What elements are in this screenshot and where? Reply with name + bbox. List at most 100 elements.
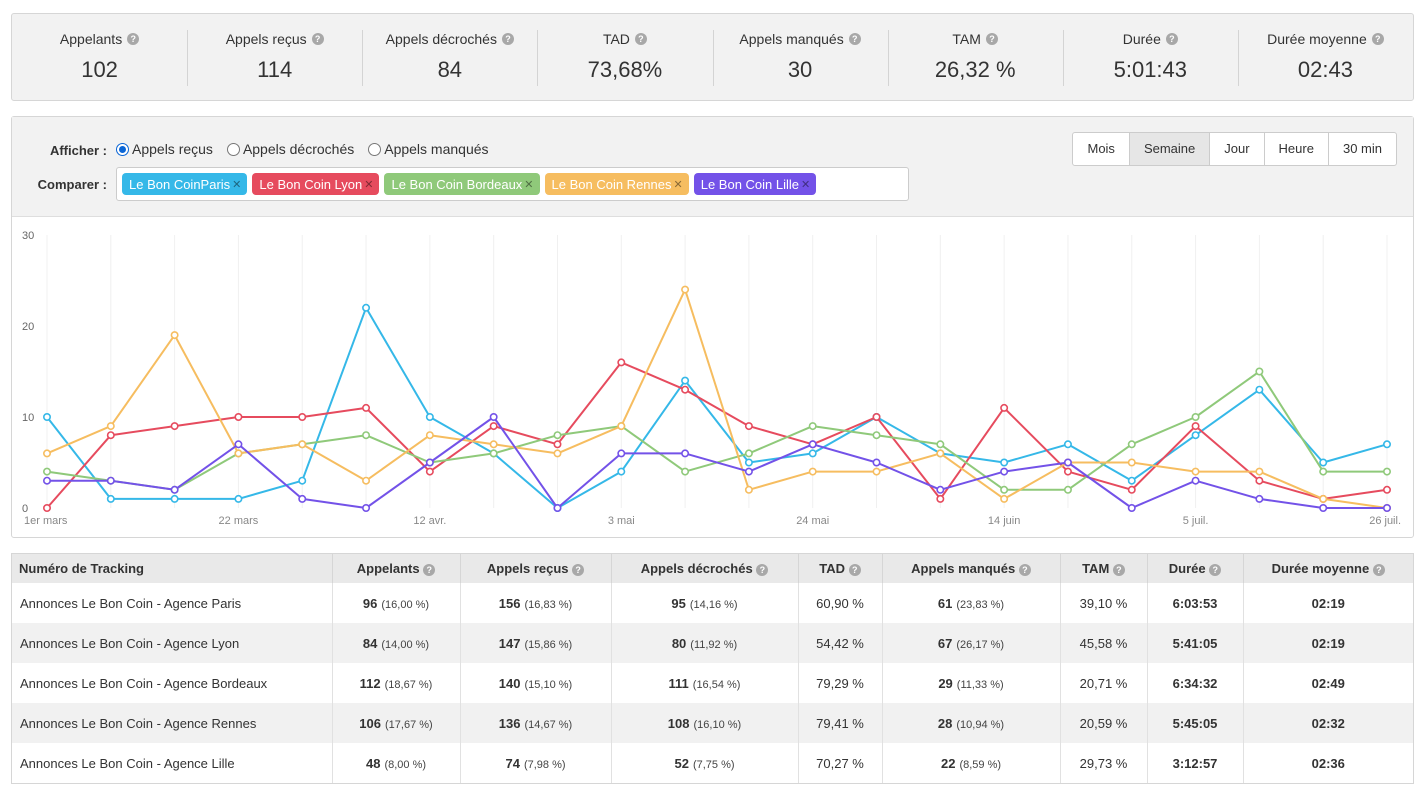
column-header[interactable]: Durée ?	[1146, 554, 1243, 583]
help-icon[interactable]: ?	[848, 563, 861, 576]
data-point	[1063, 440, 1072, 449]
data-point	[106, 476, 115, 485]
data-point	[42, 503, 51, 512]
kpi-value: 26,32 %	[934, 57, 1016, 82]
data-point	[1127, 485, 1136, 494]
data-point	[489, 413, 498, 422]
radio-button[interactable]	[116, 142, 129, 156]
radio-label: Appels manqués	[384, 141, 489, 157]
table-row[interactable]: Annonces Le Bon Coin - Agence Paris 96 (1…	[12, 583, 1413, 623]
help-icon[interactable]: ?	[1371, 33, 1384, 45]
data-point	[808, 467, 817, 476]
data-point	[1319, 503, 1328, 512]
data-point	[106, 431, 115, 440]
data-point	[1383, 440, 1392, 449]
radio-button[interactable]	[368, 142, 382, 156]
table-row[interactable]: Annonces Le Bon Coin - Agence Lyon 84 (14…	[12, 623, 1413, 663]
help-icon[interactable]: ?	[1165, 33, 1178, 45]
radio-button[interactable]	[226, 142, 240, 156]
tag-bordeaux: Le Bon Coin Bordeaux ✕	[384, 173, 540, 195]
data-point	[1383, 485, 1392, 494]
period-heure-button[interactable]: Heure	[1263, 133, 1328, 165]
table-header-row: Numéro de Tracking Appelants ? Appels re…	[12, 554, 1413, 583]
data-point	[425, 467, 434, 476]
period-semaine-button[interactable]: Semaine	[1128, 133, 1210, 165]
kpi-tam: TAM? 26,32 %	[887, 14, 1063, 100]
y-tick-label: 30	[22, 230, 34, 242]
kpi-appelants: Appelants? 102	[12, 14, 187, 100]
help-icon[interactable]: ?	[634, 33, 647, 45]
data-point	[808, 449, 817, 458]
table-row[interactable]: Annonces Le Bon Coin - Agence Lille 48 (8…	[12, 743, 1413, 783]
help-icon[interactable]: ?	[423, 563, 436, 576]
data-point	[106, 422, 115, 431]
remove-tag-icon[interactable]: ✕	[524, 178, 534, 191]
data-point	[553, 440, 562, 449]
tag-label: Le Bon Coin Lyon	[259, 176, 363, 192]
radio-label: Appels décrochés	[242, 141, 355, 157]
column-header[interactable]: TAM ?	[1059, 554, 1147, 583]
data-point	[1319, 494, 1328, 503]
radio-appels-manques[interactable]: Appels manqués	[368, 141, 489, 157]
compare-tag-input[interactable]: Le Bon CoinParis ✕ Le Bon Coin Lyon ✕ Le B…	[116, 167, 909, 201]
help-icon[interactable]: ?	[985, 33, 998, 45]
period-30min-button[interactable]: 30 min	[1327, 133, 1396, 165]
remove-tag-icon[interactable]: ✕	[364, 178, 374, 191]
column-header[interactable]: Numéro de Tracking	[12, 554, 332, 583]
help-icon[interactable]: ?	[501, 33, 514, 45]
table-row[interactable]: Annonces Le Bon Coin - Agence Bordeaux 1…	[12, 663, 1413, 703]
tracking-name: Annonces Le Bon Coin - Agence Bordeaux	[20, 675, 268, 691]
data-point	[872, 431, 881, 440]
display-radio-group: Appels reçus Appels décrochés Appels man…	[116, 141, 489, 157]
column-header[interactable]: Durée moyenne ?	[1242, 554, 1413, 583]
data-point	[1191, 431, 1200, 440]
data-point	[1000, 467, 1009, 476]
remove-tag-icon[interactable]: ✕	[801, 178, 811, 191]
column-header[interactable]: Appels manqués ?	[881, 554, 1060, 583]
data-point	[42, 449, 51, 458]
data-point	[872, 458, 881, 467]
data-point	[170, 331, 179, 340]
data-point	[234, 413, 243, 422]
kpi-label: TAM	[952, 31, 981, 47]
help-icon[interactable]: ?	[1209, 563, 1222, 576]
column-header[interactable]: Appelants ?	[331, 554, 460, 583]
data-point	[808, 422, 817, 431]
data-point	[744, 458, 753, 467]
series-line	[46, 288, 1388, 509]
x-tick-label: 14 juin	[988, 515, 1020, 527]
help-icon[interactable]: ?	[1372, 563, 1385, 576]
help-icon[interactable]: ?	[756, 563, 769, 576]
tracking-name: Annonces Le Bon Coin - Agence Lyon	[20, 635, 240, 651]
data-point	[1191, 476, 1200, 485]
x-tick-label: 24 mai	[796, 515, 829, 527]
period-jour-button[interactable]: Jour	[1209, 133, 1263, 165]
table-row[interactable]: Annonces Le Bon Coin - Agence Rennes 106…	[12, 703, 1413, 743]
column-header[interactable]: Appels reçus ?	[459, 554, 611, 583]
remove-tag-icon[interactable]: ✕	[673, 178, 683, 191]
data-point	[170, 422, 179, 431]
period-mois-button[interactable]: Mois	[1087, 141, 1115, 156]
chart-panel: Afficher : Appels reçus Appels décrochés…	[11, 116, 1414, 538]
tracking-name: Annonces Le Bon Coin - Agence Paris	[20, 595, 242, 611]
tag-rennes: Le Bon Coin Rennes ✕	[544, 173, 689, 195]
data-point	[489, 440, 498, 449]
radio-label: Appels reçus	[132, 141, 213, 157]
kpi-value: 114	[257, 57, 293, 82]
help-icon[interactable]: ?	[1018, 563, 1031, 576]
data-point	[1000, 458, 1009, 467]
radio-appels-recus[interactable]: Appels reçus	[116, 141, 213, 157]
help-icon[interactable]: ?	[1112, 563, 1125, 576]
help-icon[interactable]: ?	[127, 33, 140, 45]
help-icon[interactable]: ?	[848, 33, 861, 45]
help-icon[interactable]: ?	[572, 563, 585, 576]
column-header[interactable]: Appels décrochés ?	[610, 554, 798, 583]
column-header[interactable]: TAD ?	[797, 554, 882, 583]
radio-appels-decroches[interactable]: Appels décrochés	[226, 141, 355, 157]
remove-tag-icon[interactable]: ✕	[232, 178, 242, 191]
data-point	[1000, 494, 1009, 503]
data-point	[936, 494, 945, 503]
help-icon[interactable]: ?	[311, 33, 324, 45]
data-point	[744, 449, 753, 458]
kpi-value: 30	[787, 57, 813, 82]
